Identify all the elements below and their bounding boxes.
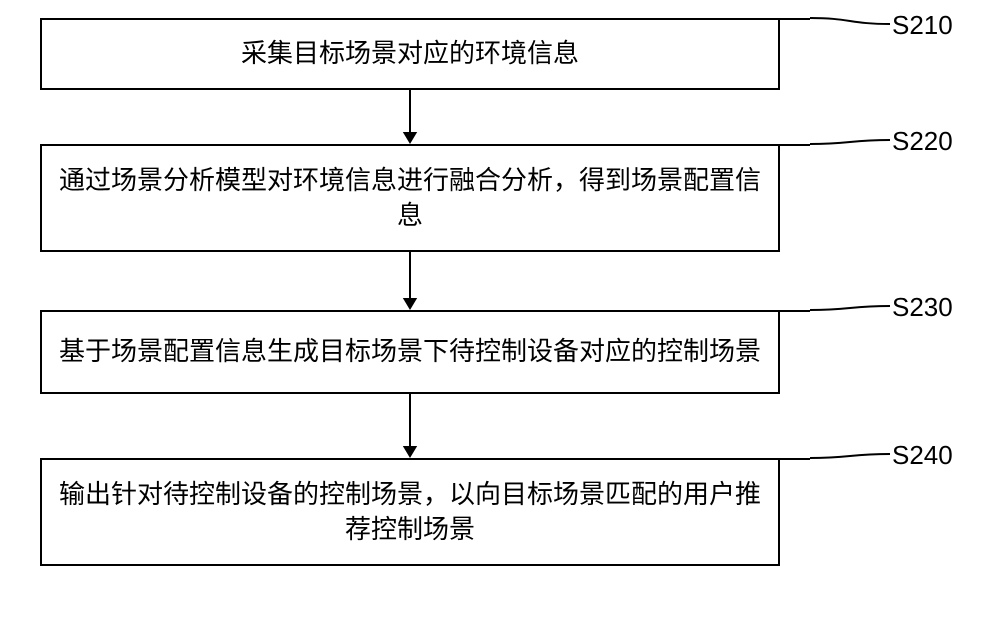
flowchart-canvas: 采集目标场景对应的环境信息通过场景分析模型对环境信息进行融合分析，得到场景配置信… [0, 0, 1000, 624]
step-label-s240: S240 [892, 440, 953, 471]
connector-stub-s210 [780, 17, 810, 21]
flow-step-s230: 基于场景配置信息生成目标场景下待控制设备对应的控制场景 [40, 310, 780, 394]
connector-curve-s240 [806, 450, 894, 462]
flow-step-s210: 采集目标场景对应的环境信息 [40, 18, 780, 90]
step-label-s210: S210 [892, 10, 953, 41]
connector-stub-s240 [780, 457, 810, 461]
flow-step-s240: 输出针对待控制设备的控制场景，以向目标场景匹配的用户推荐控制场景 [40, 458, 780, 566]
arrow-s210-to-s220 [398, 90, 422, 144]
flow-step-text: 基于场景配置信息生成目标场景下待控制设备对应的控制场景 [59, 334, 761, 369]
connector-stub-s230 [780, 309, 810, 313]
step-label-s230: S230 [892, 292, 953, 323]
flow-step-text: 通过场景分析模型对环境信息进行融合分析，得到场景配置信息 [52, 163, 768, 233]
flow-step-text: 采集目标场景对应的环境信息 [241, 36, 579, 71]
arrow-s220-to-s230 [398, 252, 422, 310]
flow-step-s220: 通过场景分析模型对环境信息进行融合分析，得到场景配置信息 [40, 144, 780, 252]
arrow-s230-to-s240 [398, 394, 422, 458]
flow-step-text: 输出针对待控制设备的控制场景，以向目标场景匹配的用户推荐控制场景 [52, 477, 768, 547]
connector-stub-s220 [780, 143, 810, 147]
step-label-s220: S220 [892, 126, 953, 157]
connector-curve-s220 [806, 136, 894, 148]
connector-curve-s210 [806, 14, 894, 28]
connector-curve-s230 [806, 302, 894, 314]
